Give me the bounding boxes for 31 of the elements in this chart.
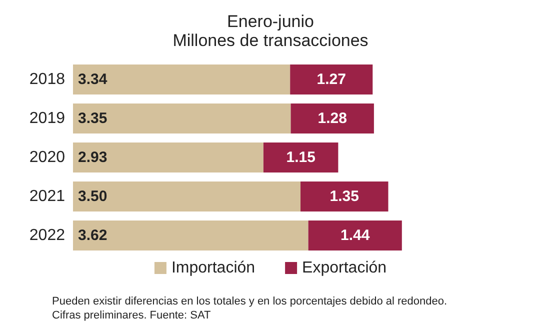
data-label: 1.27 xyxy=(316,71,346,88)
data-label: 3.50 xyxy=(78,188,108,205)
data-label: 3.62 xyxy=(78,227,108,244)
legend-label: Exportación xyxy=(302,260,387,276)
data-label: 1.44 xyxy=(340,227,370,244)
legend-label: Importación xyxy=(171,260,256,276)
y-tick-label: 2022 xyxy=(29,227,66,244)
data-label: 1.35 xyxy=(330,188,359,205)
bar xyxy=(290,64,373,94)
chart-subtitle: Millones de transacciones xyxy=(172,31,368,50)
data-label: 3.35 xyxy=(78,110,108,127)
bar xyxy=(263,142,338,172)
chart-title: Enero-junio xyxy=(227,12,314,31)
text: Cifras preliminares. Fuente: SAT xyxy=(52,310,212,322)
bar xyxy=(73,142,264,172)
bar xyxy=(73,64,290,94)
y-tick-label: 2018 xyxy=(29,71,66,88)
data-label: 1.15 xyxy=(286,149,316,166)
bar xyxy=(73,220,308,250)
y-tick-label: 2019 xyxy=(29,110,66,127)
text: Pueden existir diferencias en los totales y en los porcentajes debido al redondeo. xyxy=(52,296,448,308)
bar xyxy=(73,182,300,212)
bar xyxy=(290,104,374,134)
y-tick-label: 2020 xyxy=(29,149,66,166)
bar xyxy=(73,104,291,134)
data-label: 3.34 xyxy=(78,71,108,88)
y-tick-label: 2021 xyxy=(29,188,66,205)
bar xyxy=(300,182,388,212)
data-label: 2.93 xyxy=(78,149,108,166)
bar xyxy=(308,220,402,250)
data-label: 1.28 xyxy=(318,110,347,127)
